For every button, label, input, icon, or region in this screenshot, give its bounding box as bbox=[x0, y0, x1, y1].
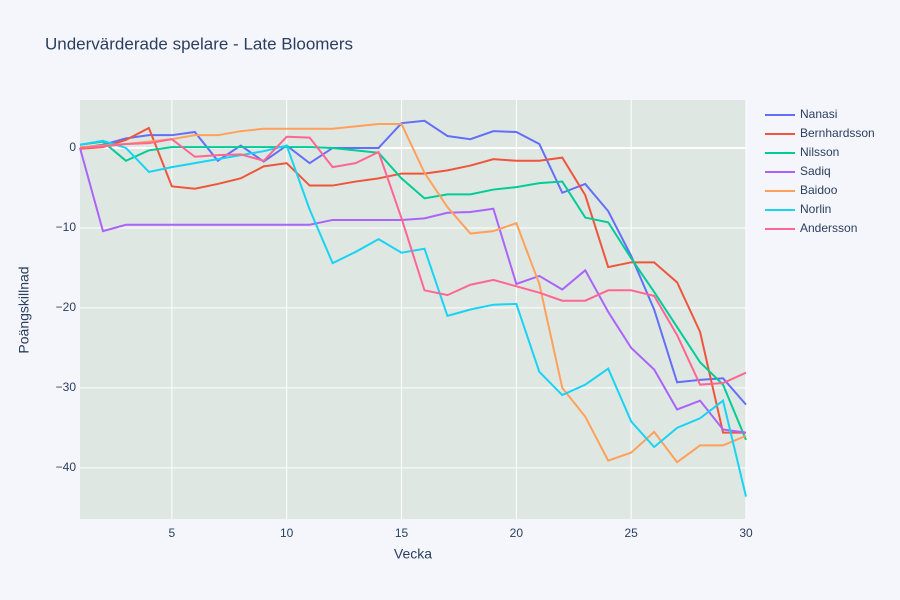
x-tick-label: 5 bbox=[169, 526, 176, 540]
legend-label: Nilsson bbox=[800, 145, 839, 159]
line bbox=[79, 139, 747, 497]
legend-label: Sadiq bbox=[800, 164, 831, 178]
x-tick-label: 10 bbox=[280, 526, 294, 540]
y-tick-label: −40 bbox=[56, 460, 77, 474]
legend-label: Andersson bbox=[800, 221, 857, 235]
line bbox=[79, 122, 747, 464]
y-tick-label: −10 bbox=[56, 220, 77, 234]
x-tick-label: 30 bbox=[739, 526, 753, 540]
line bbox=[79, 135, 747, 386]
x-tick-label: 25 bbox=[624, 526, 638, 540]
legend-label: Norlin bbox=[800, 202, 831, 216]
x-tick-label: 15 bbox=[395, 526, 409, 540]
plot-area bbox=[80, 100, 746, 519]
legend-label: Bernhardsson bbox=[800, 126, 875, 140]
x-tick-label: 20 bbox=[510, 526, 524, 540]
line bbox=[79, 147, 747, 434]
legend-label: Baidoo bbox=[800, 183, 838, 197]
x-axis-label: Vecka bbox=[394, 546, 432, 562]
y-tick-label: 0 bbox=[69, 140, 76, 154]
chart-title: Undervärderade spelare - Late Bloomers bbox=[45, 34, 353, 53]
y-tick-label: −30 bbox=[56, 380, 77, 394]
y-axis-label: Poängskillnad bbox=[16, 266, 32, 353]
legend-label: Nanasi bbox=[800, 107, 837, 121]
y-tick-label: −20 bbox=[56, 300, 77, 314]
line bbox=[79, 140, 747, 441]
